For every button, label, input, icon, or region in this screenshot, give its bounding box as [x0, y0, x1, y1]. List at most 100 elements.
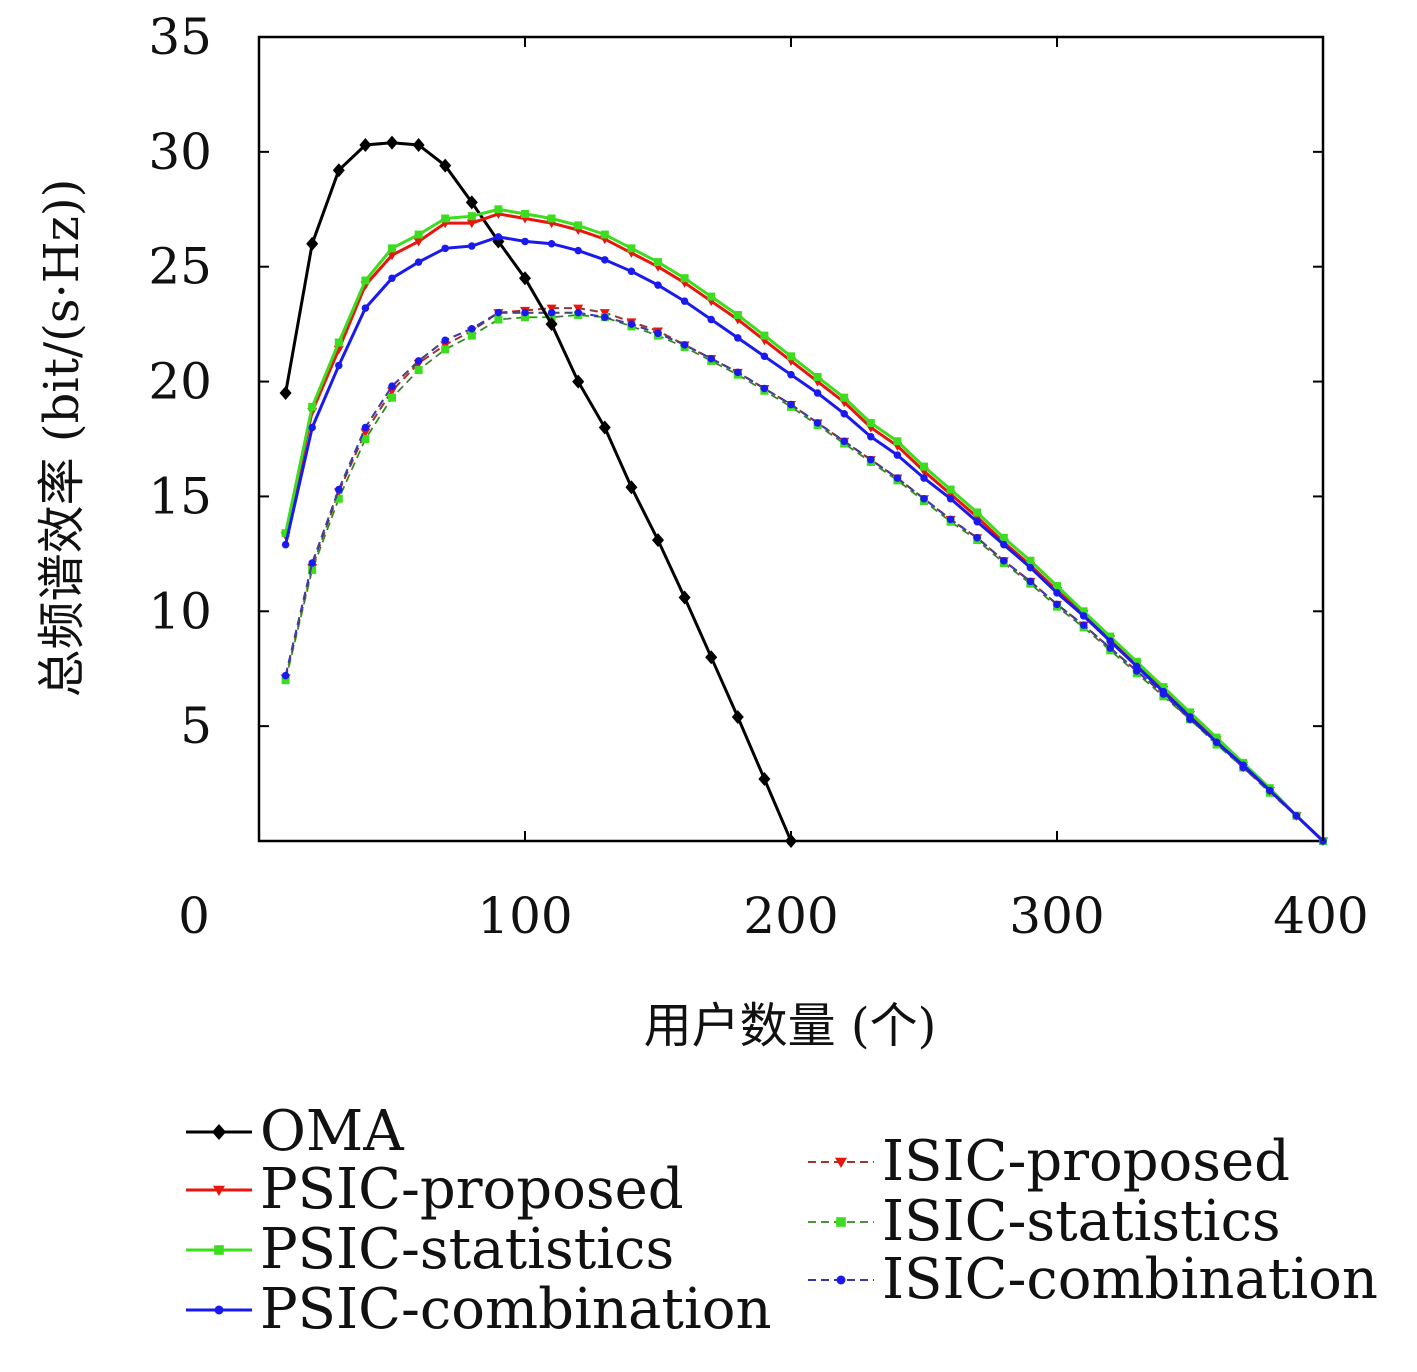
y-axis-title: 总频谱效率 (bit/(s·Hz))	[34, 179, 90, 698]
data-point	[281, 671, 290, 680]
data-point	[308, 423, 316, 432]
data-point	[627, 244, 636, 253]
series-line	[284, 235, 1325, 843]
data-point	[468, 242, 476, 250]
data-point	[1132, 657, 1141, 666]
data-point	[572, 374, 585, 389]
x-tick-label: 100	[477, 887, 572, 945]
y-tick-label: 35	[148, 8, 212, 66]
data-point	[1186, 708, 1194, 717]
series-oma	[279, 135, 797, 848]
data-point	[388, 382, 396, 390]
data-point	[654, 281, 662, 289]
series-line	[284, 311, 1324, 842]
legend-entry: ISIC-proposed	[808, 1129, 1290, 1194]
x-tick-label: 300	[1009, 887, 1104, 945]
data-point	[388, 244, 396, 253]
data-point	[466, 219, 477, 229]
data-point	[731, 709, 744, 724]
data-point	[654, 329, 662, 338]
data-point	[412, 137, 425, 152]
data-point	[705, 650, 718, 665]
data-point	[547, 239, 556, 248]
data-point	[1026, 563, 1035, 572]
y-tick-label: 20	[148, 353, 212, 411]
legend-entry: PSIC-proposed	[186, 1157, 684, 1222]
data-point	[973, 534, 981, 542]
legend-label: PSIC-combination	[260, 1277, 772, 1342]
legend-entry: ISIC-combination	[808, 1247, 1378, 1312]
series-psic-proposed	[280, 210, 1328, 846]
legend-marker	[212, 1124, 226, 1140]
data-point	[1212, 738, 1221, 746]
data-point	[335, 485, 343, 494]
data-point	[760, 331, 769, 340]
data-point	[625, 480, 638, 495]
legend-marker	[214, 1305, 224, 1315]
data-point	[465, 195, 478, 210]
plot-area	[257, 35, 1328, 848]
legend-marker	[213, 1185, 225, 1196]
legend-label: ISIC-proposed	[882, 1129, 1290, 1194]
data-point	[707, 354, 715, 363]
data-point	[1053, 600, 1061, 609]
data-point	[707, 315, 715, 324]
data-point	[332, 163, 345, 178]
data-point	[281, 676, 290, 685]
data-point	[519, 271, 531, 286]
legend-entry: OMA	[186, 1099, 404, 1164]
data-point	[573, 304, 584, 314]
data-point	[494, 233, 503, 241]
data-point	[467, 212, 476, 221]
y-tick-label: 15	[148, 467, 212, 525]
data-point	[946, 494, 955, 503]
legend-label: PSIC-statistics	[260, 1217, 674, 1282]
data-point	[334, 338, 343, 347]
data-point	[574, 246, 582, 255]
data-point	[441, 345, 450, 354]
series-line-overlay	[285, 307, 1324, 842]
data-point	[388, 393, 396, 402]
data-point	[1239, 761, 1247, 769]
data-point	[361, 304, 370, 312]
data-point	[678, 590, 691, 605]
data-point	[893, 451, 902, 459]
data-point	[1079, 612, 1088, 620]
data-point	[388, 274, 396, 282]
data-point	[439, 158, 452, 173]
data-point	[652, 533, 664, 548]
legend-entry: PSIC-statistics	[186, 1217, 674, 1282]
legend-entry: ISIC-statistics	[808, 1189, 1281, 1254]
data-point	[1053, 582, 1061, 591]
data-point	[680, 341, 689, 349]
data-point	[494, 308, 503, 317]
data-point	[920, 474, 928, 482]
data-point	[601, 313, 609, 322]
data-point	[361, 435, 370, 443]
legend-entry: PSIC-combination	[186, 1277, 772, 1342]
data-point	[414, 366, 423, 375]
data-point	[598, 420, 611, 435]
data-point	[813, 372, 822, 381]
data-point	[734, 368, 742, 377]
series-line-overlay	[285, 314, 1324, 842]
data-point	[1000, 540, 1008, 549]
data-point	[441, 244, 449, 253]
data-point	[973, 508, 982, 517]
series-line	[284, 313, 1324, 842]
data-point	[414, 357, 423, 365]
data-point	[840, 437, 848, 446]
data-point	[361, 423, 370, 432]
data-point	[680, 297, 689, 305]
y-tick-label: 30	[148, 123, 212, 181]
data-point	[574, 221, 583, 230]
data-point	[1292, 811, 1301, 820]
y-tick-label: 5	[180, 697, 212, 755]
legend-marker	[836, 1217, 846, 1227]
data-point	[1026, 556, 1035, 565]
data-point	[281, 540, 290, 549]
data-point	[546, 304, 557, 314]
data-point	[386, 135, 398, 150]
